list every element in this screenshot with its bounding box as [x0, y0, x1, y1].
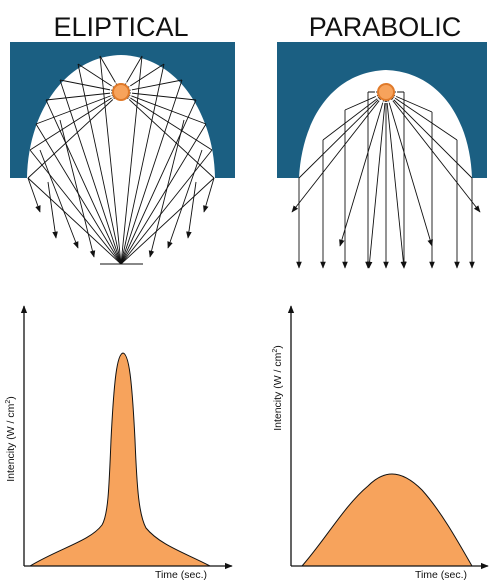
elliptical-ray-incident — [120, 91, 207, 125]
elliptical-ray-exit — [39, 149, 79, 249]
elliptical-ray-reflected — [77, 63, 122, 265]
parabolic-reflector-body — [277, 42, 487, 178]
elliptical-ray-exit — [47, 181, 58, 239]
parabolic-intensity-graph: Intencity (W / cm2) Time (sec.) — [272, 305, 489, 580]
elliptical-ray-reflected — [120, 177, 215, 265]
elliptical-ray-incident — [120, 91, 213, 151]
elliptical-y-label: Intencity (W / cm2) — [5, 396, 17, 482]
parabolic-ray-incident — [385, 91, 473, 179]
parabolic-ray-direct — [385, 91, 433, 247]
elliptical-ray-reflected — [27, 177, 122, 265]
parabolic-ray-direct — [339, 91, 387, 247]
elliptical-ray-reflected — [29, 149, 122, 265]
parabolic-lamp-ring — [374, 80, 398, 104]
parabolic-x-label: Time (sec.) — [415, 569, 467, 580]
elliptical-ray-incident — [35, 91, 122, 125]
elliptical-pulse-curve — [28, 352, 211, 567]
parabolic-rays — [291, 91, 481, 269]
parabolic-y-label: Intencity (W / cm2) — [272, 345, 284, 431]
parabolic-ray-direct — [385, 91, 407, 269]
elliptical-ray-incident — [45, 91, 122, 101]
elliptical-reflector — [10, 42, 235, 265]
elliptical-ray-exit — [27, 177, 41, 213]
parabolic-ray-incident — [322, 91, 387, 141]
elliptical-ray-exit — [59, 119, 96, 258]
elliptical-lamp-icon — [112, 83, 130, 101]
elliptical-rays — [27, 55, 215, 265]
elliptical-ray-reflected — [120, 149, 213, 265]
elliptical-ray-reflected — [45, 99, 122, 265]
elliptical-ray-reflected — [120, 123, 207, 265]
parabolic-ray-direct — [366, 91, 387, 269]
elliptical-ray-exit — [186, 181, 197, 239]
parabolic-ray-direct — [385, 91, 481, 213]
elliptical-ray-reflected — [120, 55, 143, 265]
elliptical-ray-reflected — [99, 55, 122, 265]
elliptical-ray-exit — [203, 177, 215, 213]
elliptical-ray-exit — [148, 119, 185, 258]
elliptical-ray-exit — [167, 149, 203, 249]
elliptical-x-label: Time (sec.) — [155, 569, 207, 580]
parabolic-ray-incident — [385, 91, 458, 141]
parabolic-ray-incident — [298, 91, 387, 179]
elliptical-ray-reflected — [120, 99, 197, 265]
elliptical-ray-incident — [120, 91, 215, 179]
elliptical-ray-incident — [120, 91, 197, 101]
parabolic-ray-direct — [291, 91, 387, 213]
elliptical-intensity-graph: Intencity (W / cm2) Time (sec.) — [5, 305, 233, 580]
parabolic-reflector — [277, 42, 487, 269]
elliptical-reflector-body — [10, 42, 235, 178]
elliptical-ray-incident — [29, 91, 122, 151]
parabolic-lamp-icon — [377, 83, 395, 101]
elliptical-ray-reflected — [59, 79, 122, 265]
parabolic-pulse-curve — [300, 473, 473, 567]
elliptical-title: ELIPTICAL — [53, 12, 188, 42]
elliptical-ray-reflected — [120, 63, 165, 265]
elliptical-lamp-ring — [109, 80, 133, 104]
parabolic-title: PARABOLIC — [309, 12, 462, 42]
